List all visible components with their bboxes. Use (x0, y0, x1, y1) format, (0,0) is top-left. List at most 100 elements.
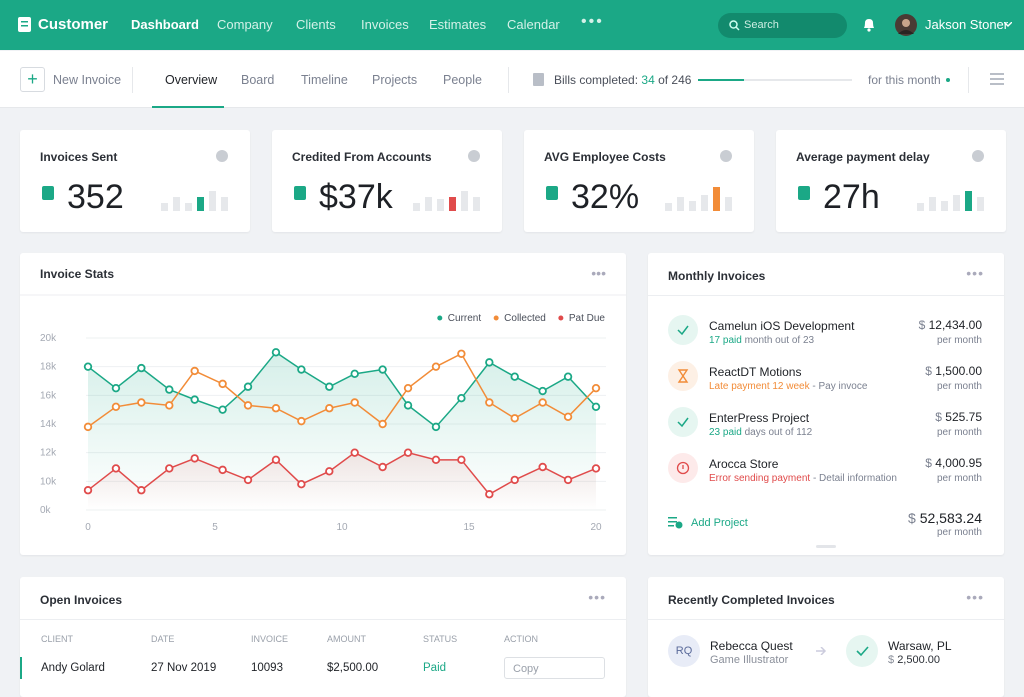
x-tick-label: 0 (85, 522, 91, 533)
card-title: Open Invoices (40, 593, 123, 607)
point (485, 358, 494, 367)
amount: 4,000.95 (935, 456, 982, 470)
hourglass (677, 369, 689, 383)
user-name[interactable]: Jakson Stoner (925, 17, 1009, 32)
amount: 1,500.00 (935, 364, 982, 378)
search-box[interactable]: Search (718, 13, 847, 38)
info-icon[interactable] (972, 150, 984, 162)
item-per: per month (936, 381, 982, 392)
item-note-status: 17 paid (709, 335, 742, 346)
search-placeholder: Search (744, 19, 779, 31)
row-marker (20, 657, 22, 679)
card-title: Recently Completed Invoices (668, 593, 835, 607)
point (165, 385, 174, 394)
line (87, 451, 597, 496)
tab[interactable]: People (443, 73, 482, 87)
new-invoice-button[interactable]: + (20, 67, 45, 92)
card-menu[interactable]: ••• (966, 265, 984, 281)
item-note: Error sending payment - Detail informati… (709, 473, 897, 484)
add-project[interactable]: Add Project (691, 517, 748, 529)
line (87, 351, 597, 428)
tab[interactable]: Overview (165, 73, 218, 87)
currency: $ (925, 364, 932, 378)
progress-track (698, 79, 852, 81)
point (83, 362, 93, 371)
cell: 27 Nov 2019 (151, 662, 217, 674)
point (165, 464, 174, 473)
x-tick-label: 5 (212, 522, 218, 533)
more-menu[interactable]: ••• (581, 13, 604, 30)
tab-underline (152, 106, 224, 108)
kpi-title: Invoices Sent (40, 150, 118, 164)
column-header: INVOICE (251, 634, 289, 644)
spark-bar (929, 197, 936, 211)
nav-item[interactable]: Clients (296, 17, 336, 32)
check-badge (846, 635, 878, 667)
point (403, 448, 413, 457)
point (297, 365, 306, 374)
spark-bar (941, 201, 948, 211)
currency: $ (935, 410, 942, 424)
tab[interactable]: Board (241, 73, 275, 87)
recent-name: Rebecca Quest (710, 639, 793, 653)
card-menu[interactable]: ••• (966, 589, 984, 605)
spark-bar (437, 199, 444, 211)
point (325, 467, 334, 476)
item-note-status: 23 paid (709, 427, 742, 438)
y-tick-label: 10k (40, 476, 57, 487)
card-menu[interactable]: ••• (591, 265, 606, 281)
x-tick-label: 10 (336, 522, 348, 533)
action-select[interactable]: Copy (504, 657, 605, 679)
status-icon (677, 369, 689, 383)
point (538, 462, 547, 472)
item-note-text: - Detail information (812, 473, 897, 484)
point (457, 349, 466, 358)
point (218, 465, 227, 475)
spark-bar (917, 203, 924, 211)
kpi-title: Credited From Accounts (292, 150, 432, 164)
spark-bar (197, 197, 204, 211)
cell: Paid (423, 662, 447, 674)
amount: 12,434.00 (928, 318, 982, 332)
point (243, 475, 253, 485)
spark-bar (701, 195, 708, 211)
card-title: Monthly Invoices (668, 269, 766, 283)
point (350, 398, 359, 407)
info-icon[interactable] (216, 150, 228, 162)
nav-item[interactable]: Estimates (429, 17, 487, 32)
spark-bar (977, 197, 984, 211)
recent-place: Warsaw, PL (888, 639, 952, 653)
status-badge (668, 407, 698, 437)
info-icon[interactable] (468, 150, 480, 162)
kpi-icon (294, 186, 306, 200)
new-invoice[interactable]: New Invoice (53, 73, 122, 87)
point (563, 372, 573, 381)
check (677, 325, 689, 336)
menu-icon[interactable] (990, 73, 1004, 85)
nav-item[interactable]: Calendar (507, 17, 560, 32)
point (297, 416, 306, 426)
period[interactable]: for this month (868, 73, 941, 87)
avatar[interactable] (895, 14, 917, 36)
nav-item[interactable]: Company (217, 17, 273, 32)
initials-avatar: RQ (668, 635, 700, 667)
nav-item[interactable]: Dashboard (131, 17, 199, 32)
bell-icon[interactable] (862, 17, 876, 33)
tab[interactable]: Timeline (301, 73, 348, 87)
column-header: DATE (151, 634, 175, 644)
tab[interactable]: Projects (372, 73, 418, 87)
point (378, 365, 387, 374)
nav-item[interactable]: Invoices (361, 17, 409, 32)
bills-icon (533, 73, 544, 86)
item-per: per month (936, 473, 982, 484)
point (243, 382, 253, 391)
point (271, 455, 281, 465)
info-icon[interactable] (720, 150, 732, 162)
kpi-icon (798, 186, 810, 200)
spark-bar (413, 203, 420, 211)
scroll-handle[interactable] (816, 545, 836, 548)
card-menu[interactable]: ••• (588, 589, 606, 605)
total: $ 52,583.24 (908, 510, 982, 526)
progress-fill (698, 79, 744, 81)
status-badge (668, 361, 698, 391)
